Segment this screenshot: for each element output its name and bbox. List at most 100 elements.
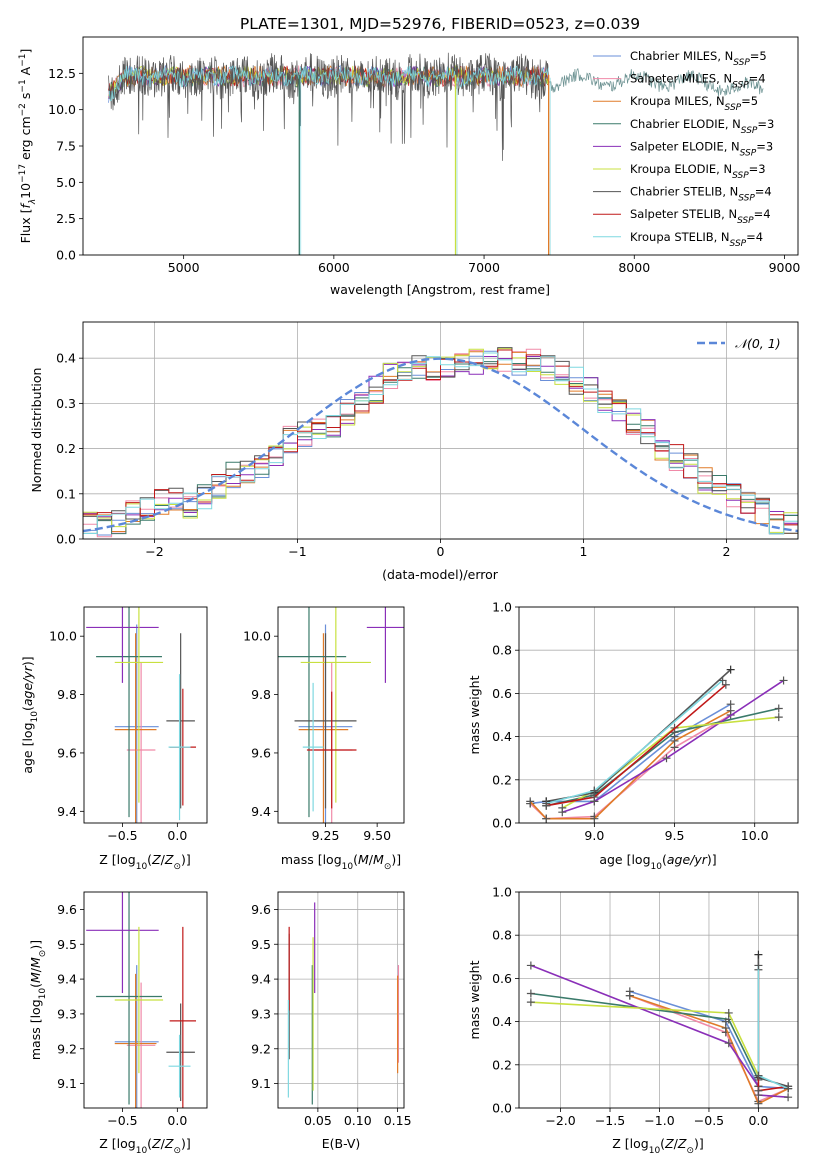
- series-line: [629, 990, 789, 1090]
- normal-curve: [83, 357, 798, 533]
- x-tick-label: −2.0: [545, 1113, 575, 1128]
- x-tick-label: −1.0: [644, 1113, 674, 1128]
- histogram-kroupa-stelib: [83, 352, 798, 539]
- y-tick-label: 0.0: [492, 816, 512, 831]
- data-marker: [754, 950, 763, 959]
- x-axis-label: Z [log10(Z/Z⊙)]: [612, 1136, 704, 1156]
- mass-vs-ebv-panel: 0.05 0.10 0.15 9.1 9.2 9.3 9.4 9.5 9.6 E(B-V): [251, 891, 412, 1151]
- x-axis-label: E(B-V): [322, 1136, 361, 1151]
- x-tick-label: −0.5: [107, 1113, 137, 1128]
- x-tick-label: −1.5: [595, 1113, 625, 1128]
- x-tick-label: 0.10: [344, 1113, 372, 1128]
- y-axis-label: Normed distribution: [29, 368, 44, 493]
- y-tick-label: 0.0: [56, 532, 76, 547]
- y-tick-label: 0.6: [492, 971, 512, 986]
- data-marker: [542, 814, 551, 823]
- spectrum-lines: [108, 52, 764, 255]
- series-line: [757, 954, 789, 1088]
- x-tick-label: 0: [437, 544, 445, 559]
- x-tick-label: 0.0: [748, 1113, 768, 1128]
- y-tick-label: 9.3: [57, 1006, 77, 1021]
- y-tick-label: 9.2: [57, 1041, 77, 1056]
- plot-frame: [83, 891, 208, 1109]
- y-tick-label: 0.4: [492, 729, 512, 744]
- y-tick-label: 9.6: [57, 902, 77, 917]
- x-axis-label: Z [log10(Z/Z⊙)]: [99, 1136, 191, 1156]
- data-marker: [526, 989, 535, 998]
- y-tick-label: 0.2: [492, 1057, 512, 1072]
- legend-label: Salpeter MILES, NSSP=4: [630, 72, 766, 91]
- plot-frame: [518, 891, 799, 1109]
- errorbars: [86, 892, 197, 1108]
- plot-frame: [277, 891, 405, 1109]
- data-marker: [662, 754, 671, 763]
- legend-label: Chabrier STELIB, NSSP=4: [630, 185, 772, 204]
- data-marker: [721, 680, 730, 689]
- y-tick-label: 9.5: [251, 937, 271, 952]
- plot-frame: [518, 606, 799, 824]
- legend-label: 𝒩(0, 1): [735, 336, 781, 351]
- plot-frame: [82, 321, 799, 540]
- y-tick-label: 0.2: [56, 441, 76, 456]
- y-tick-label: 0.0: [56, 248, 76, 263]
- series-line: [546, 679, 724, 805]
- x-tick-label: −0.5: [694, 1113, 724, 1128]
- x-axis-label: mass [log10(M/M⊙)]: [281, 852, 401, 872]
- age-vs-mass-panel: 9.25 9.50 9.4 9.6 9.8 10.0 mass [log10(M/M⊙)]: [243, 606, 405, 872]
- data-marker: [726, 665, 735, 674]
- legend-label: Kroupa MILES, NSSP=5: [630, 94, 758, 113]
- data-marker: [724, 1039, 733, 1048]
- x-tick-label: −1: [288, 544, 306, 559]
- series-line: [546, 669, 732, 803]
- y-tick-label: 0.3: [56, 396, 76, 411]
- data-marker: [784, 1093, 793, 1102]
- x-tick-label: 6000: [318, 260, 350, 275]
- y-tick-label: 9.2: [251, 1041, 271, 1056]
- y-axis-label: Flux [fλ10−17 erg cm−2 s−1 A−1]: [18, 49, 38, 244]
- mass-vs-metallicity-panel: −0.5 0.0 9.1 9.2 9.3 9.4 9.5 9.6 Z [log10(Z/Z⊙)]…: [28, 891, 208, 1156]
- x-tick-label: 9.50: [363, 828, 391, 843]
- x-tick-label: 0.15: [384, 1113, 412, 1128]
- y-tick-label: 9.3: [251, 1006, 271, 1021]
- errorbars: [287, 902, 400, 1105]
- age-vs-metallicity-panel: −0.5 0.0 9.4 9.6 9.8 10.0 Z [log10(Z/Z⊙)] age […: [20, 606, 208, 872]
- data-marker: [558, 803, 567, 812]
- y-tick-label: 9.4: [251, 972, 271, 987]
- y-tick-label: 10.0: [48, 102, 76, 117]
- y-tick-label: 0.4: [56, 351, 76, 366]
- spectrum-panel: 5000 6000 7000 8000 9000 0.0 2.5 5.0 7.5 10.0 12.5…: [18, 36, 800, 297]
- y-tick-label: 7.5: [56, 139, 76, 154]
- y-tick-label: 2.5: [56, 211, 76, 226]
- series-line: [530, 992, 760, 1081]
- y-tick-label: 0.0: [492, 1101, 512, 1116]
- data-marker: [625, 991, 634, 1000]
- y-tick-label: 10.0: [243, 629, 271, 644]
- data-marker: [726, 706, 735, 715]
- x-tick-label: −2: [145, 544, 163, 559]
- y-tick-label: 9.4: [251, 804, 271, 819]
- spectrum-line-observed: [548, 68, 764, 97]
- x-tick-label: 2: [723, 544, 731, 559]
- y-tick-label: 0.6: [492, 686, 512, 701]
- data-marker: [542, 799, 551, 808]
- y-axis-label: mass weight: [467, 960, 482, 1039]
- legend-label: Kroupa ELODIE, NSSP=3: [630, 162, 766, 181]
- data-marker: [590, 814, 599, 823]
- y-tick-label: 9.4: [57, 972, 77, 987]
- data-marker: [779, 676, 788, 685]
- y-axis-label: mass [log10(M/M⊙)]: [28, 940, 48, 1060]
- y-tick-label: 0.1: [56, 486, 76, 501]
- series-lines: [526, 950, 793, 1108]
- errorbars: [278, 607, 404, 823]
- plot-frame: [83, 606, 208, 824]
- series-line: [562, 679, 785, 813]
- data-marker: [670, 736, 679, 745]
- data-marker: [754, 1099, 763, 1108]
- x-tick-label: 10.0: [741, 828, 769, 843]
- x-tick-label: 5000: [168, 260, 200, 275]
- data-marker: [724, 1008, 733, 1017]
- x-tick-label: 1: [580, 544, 588, 559]
- legend-label: Chabrier ELODIE, NSSP=3: [630, 117, 774, 136]
- x-axis-label: age [log10(age/yr)]: [599, 852, 716, 872]
